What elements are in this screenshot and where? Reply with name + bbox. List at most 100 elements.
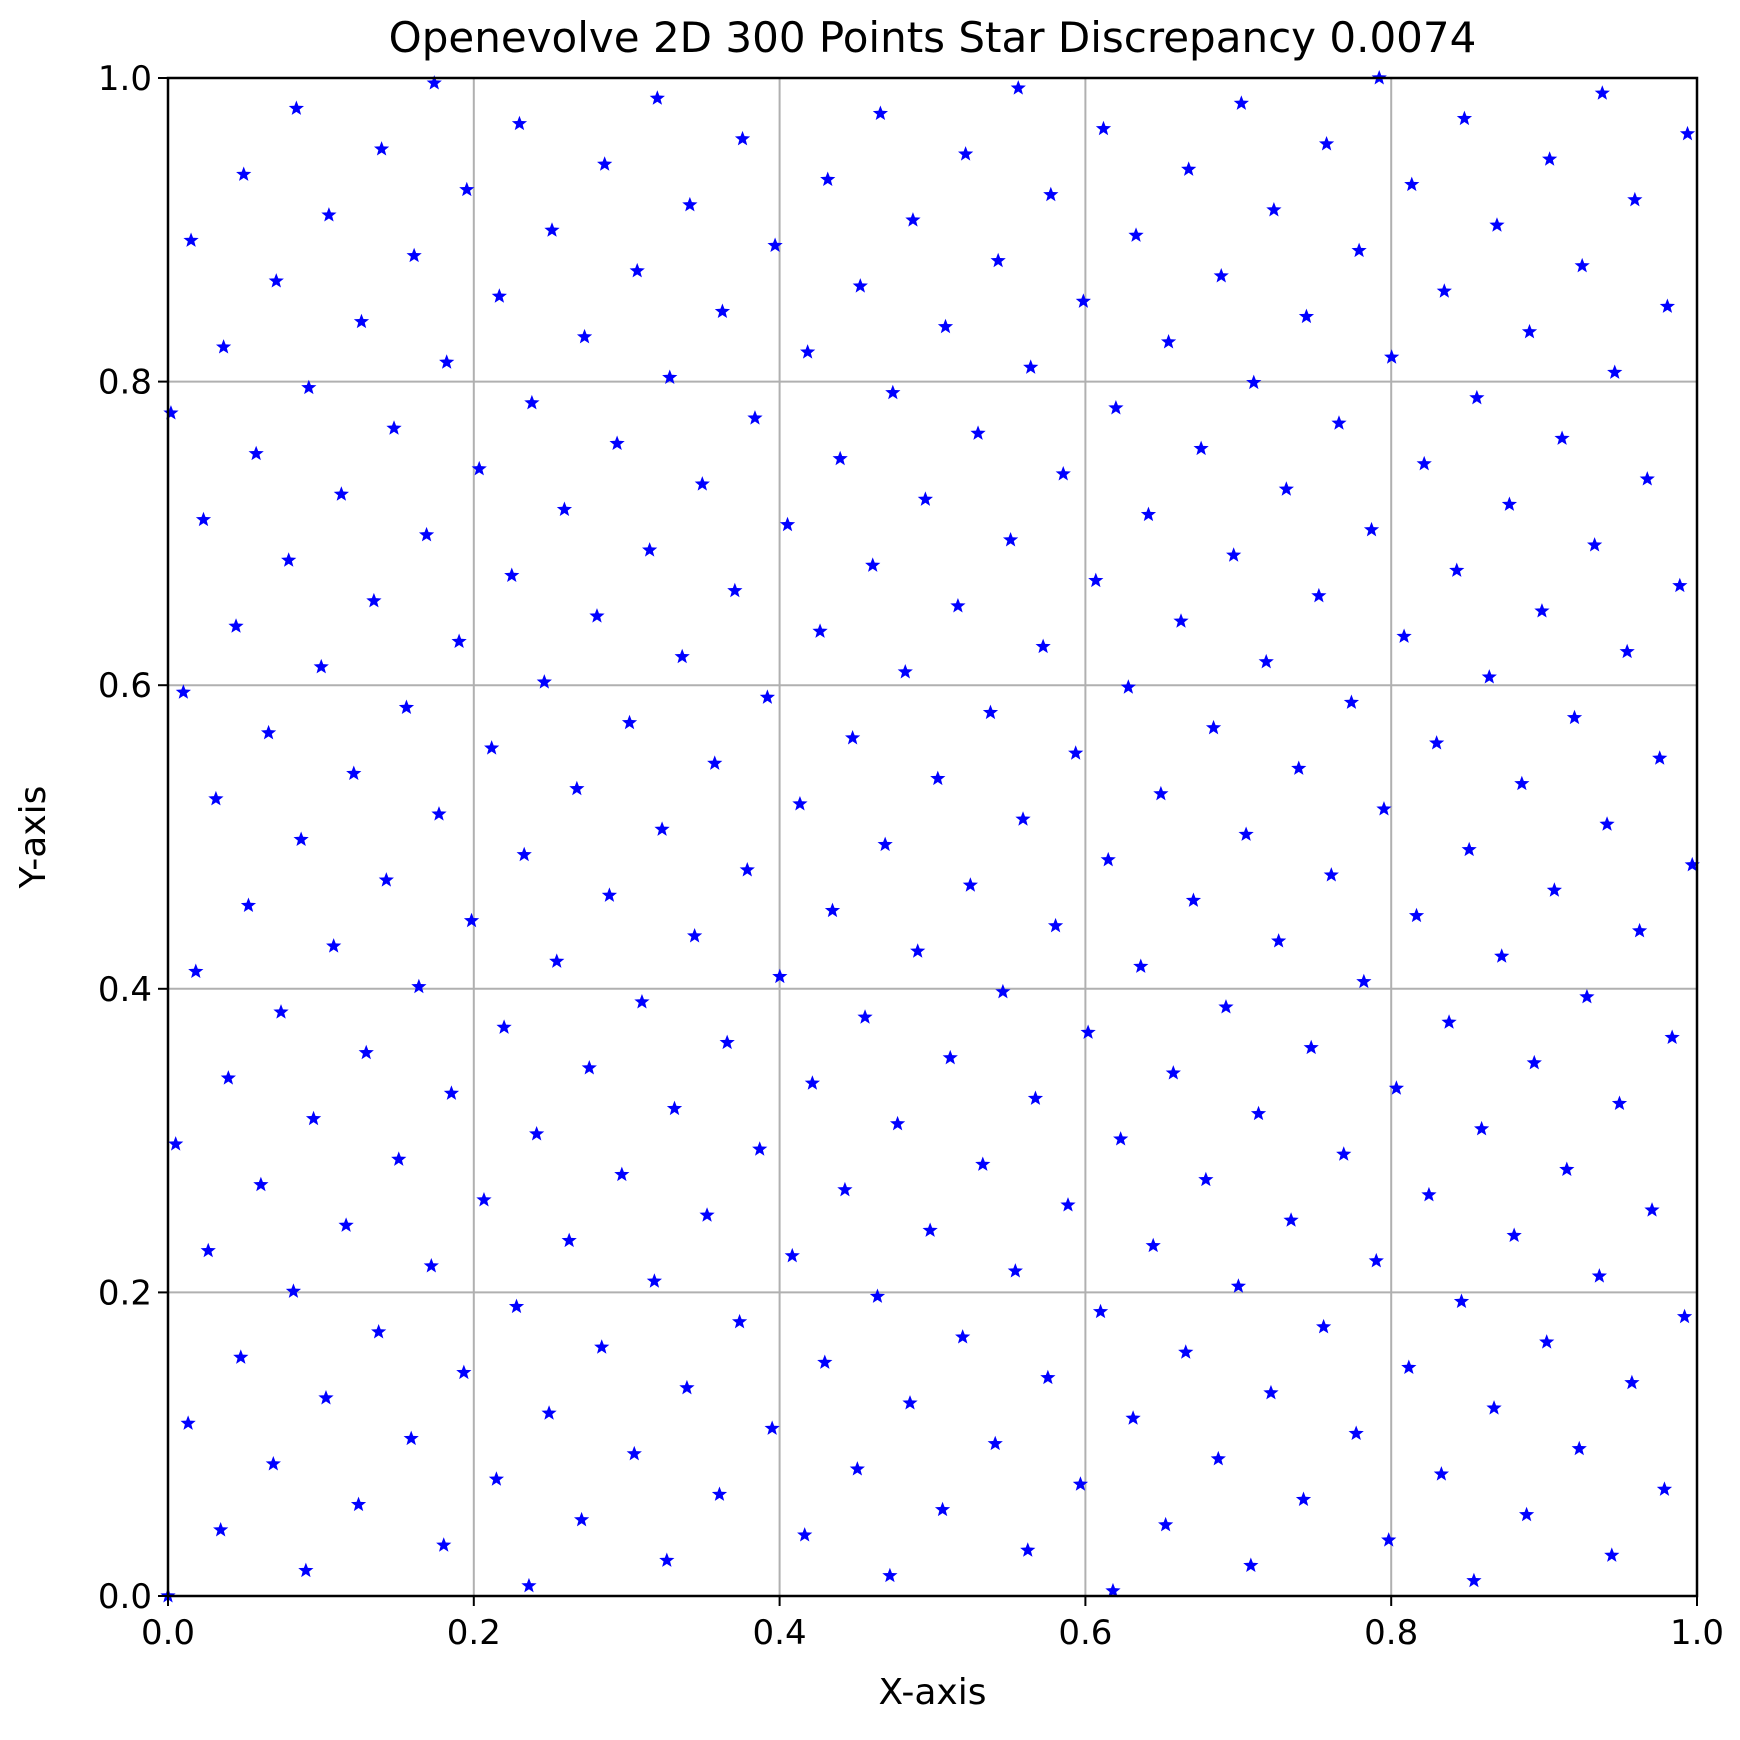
data-point	[857, 1009, 873, 1024]
data-point	[752, 1141, 768, 1156]
data-point	[731, 1313, 748, 1329]
data-point	[902, 1395, 918, 1410]
data-point	[1396, 628, 1412, 643]
data-point	[1466, 1572, 1482, 1588]
data-point	[1388, 1080, 1405, 1095]
data-point	[1043, 186, 1059, 202]
data-point	[629, 262, 645, 278]
data-point	[1433, 1466, 1449, 1481]
data-point	[1181, 161, 1197, 176]
data-point	[1453, 1293, 1470, 1309]
data-point	[1060, 1197, 1076, 1212]
data-point	[398, 699, 415, 715]
data-point	[1027, 1090, 1044, 1105]
data-point	[426, 75, 442, 90]
data-point	[649, 90, 665, 105]
data-point	[1125, 1410, 1141, 1425]
data-point	[1128, 227, 1144, 242]
data-point	[411, 978, 427, 994]
data-point	[378, 872, 394, 887]
data-point	[687, 928, 703, 943]
data-point	[524, 394, 540, 410]
data-point	[313, 658, 329, 674]
data-point	[1185, 892, 1202, 907]
data-point	[772, 968, 788, 984]
data-point	[1068, 745, 1084, 760]
data-point	[253, 1176, 269, 1192]
data-point	[516, 846, 532, 862]
data-point	[682, 196, 698, 212]
data-point	[609, 435, 625, 451]
data-point	[934, 1501, 951, 1517]
data-point	[849, 1461, 865, 1476]
data-point	[820, 171, 836, 187]
data-point	[1449, 562, 1465, 577]
data-point	[576, 328, 593, 344]
data-point	[1566, 709, 1583, 725]
data-point	[922, 1222, 938, 1237]
data-point	[654, 821, 670, 836]
data-point	[1594, 85, 1610, 100]
data-point	[679, 1379, 695, 1395]
data-point	[188, 963, 204, 979]
data-point	[1246, 374, 1262, 390]
data-point	[1656, 1481, 1673, 1496]
data-point	[1002, 532, 1019, 547]
data-point	[872, 105, 889, 121]
data-point	[865, 557, 881, 572]
data-point	[621, 714, 638, 730]
data-point	[1619, 643, 1635, 659]
data-point	[869, 1288, 886, 1303]
data-point	[1579, 988, 1595, 1004]
data-point	[1489, 217, 1505, 232]
data-point	[1368, 1252, 1384, 1268]
data-point	[1035, 638, 1051, 654]
data-point	[1075, 293, 1091, 308]
data-point	[1266, 202, 1282, 217]
data-point	[403, 1430, 419, 1446]
data-point	[1679, 125, 1696, 141]
data-point	[305, 1110, 322, 1126]
data-point	[1250, 1105, 1267, 1121]
data-point	[897, 664, 913, 679]
data-point	[1080, 1024, 1096, 1039]
data-point	[569, 780, 585, 796]
data-point	[1158, 1516, 1174, 1532]
data-point	[982, 704, 999, 720]
data-point	[1088, 572, 1104, 588]
data-point	[990, 252, 1006, 268]
data-point	[800, 344, 816, 359]
data-point	[1526, 1054, 1542, 1070]
data-point	[451, 633, 467, 649]
data-point	[1323, 867, 1339, 882]
data-point	[1599, 816, 1615, 831]
data-point	[1230, 1278, 1247, 1293]
data-point	[1627, 191, 1643, 207]
data-point	[1441, 1014, 1457, 1029]
data-point	[804, 1075, 820, 1090]
data-point	[694, 476, 710, 491]
data-point	[1193, 440, 1209, 456]
data-point	[236, 166, 252, 181]
data-point	[1684, 856, 1700, 872]
data-point	[386, 420, 402, 435]
data-point	[1318, 136, 1335, 151]
data-point	[436, 1537, 452, 1552]
data-point	[1631, 922, 1648, 938]
data-point	[491, 288, 507, 303]
data-point	[195, 511, 212, 527]
data-point	[1401, 1359, 1417, 1375]
data-point	[784, 1247, 800, 1263]
data-point	[779, 516, 796, 532]
data-point	[366, 592, 382, 608]
data-point	[298, 1562, 314, 1578]
data-point	[418, 526, 435, 542]
data-point	[1469, 389, 1485, 405]
data-point	[1639, 471, 1655, 486]
data-point	[260, 724, 277, 740]
data-point	[905, 212, 921, 227]
data-point	[1521, 323, 1538, 339]
data-point	[1165, 1065, 1181, 1080]
y-tick-label: 0.0	[98, 1577, 152, 1617]
data-point	[1429, 735, 1445, 750]
